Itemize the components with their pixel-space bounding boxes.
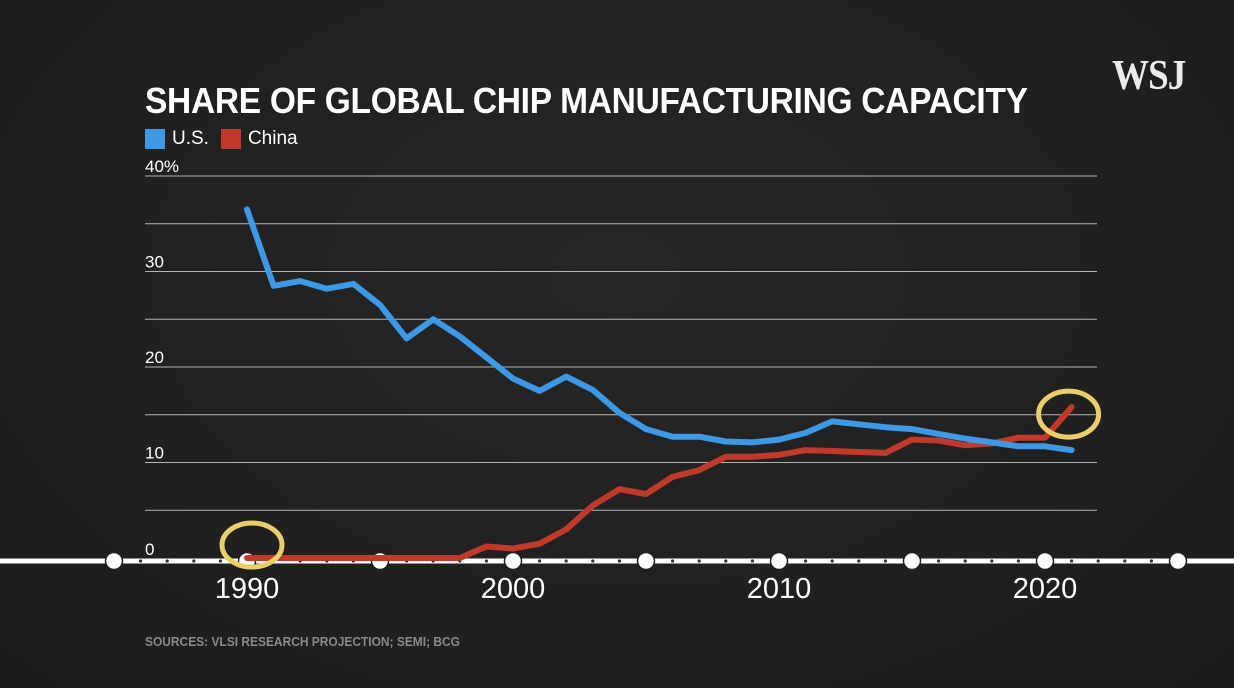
x-axis-minor-dot (139, 559, 143, 563)
grid-lines (145, 175, 1097, 511)
highlight-circles (219, 388, 1102, 570)
x-axis-minor-dot (1016, 559, 1021, 563)
x-axis-minor-dot (990, 559, 994, 563)
legend-swatch-us (145, 129, 165, 149)
x-axis-minor-dot (671, 559, 675, 563)
x-axis-minor-dot (830, 559, 834, 563)
legend-item-us: U.S. (145, 128, 209, 150)
x-tick-label: 2000 (481, 573, 546, 605)
x-axis-minor-dot (218, 559, 222, 563)
chart-title: SHARE OF GLOBAL CHIP MANUFACTURING CAPAC… (145, 80, 1028, 121)
x-axis-timeline (0, 551, 1234, 571)
wsj-logo: WSJ (1112, 53, 1186, 99)
legend-label-china: China (247, 128, 298, 149)
legend-swatch-china (220, 129, 241, 149)
x-axis-minor-dot (1070, 559, 1074, 563)
x-tick-label: 2010 (747, 573, 812, 605)
x-axis-minor-dot (857, 559, 861, 563)
x-tick-label: 2020 (1013, 573, 1078, 605)
y-tick-label: 0 (145, 540, 154, 559)
chart-legend: U.S. China (145, 128, 310, 150)
x-axis-minor-dot (1149, 559, 1153, 563)
x-axis-minor-dot (591, 559, 595, 563)
x-axis-major-dot (1035, 551, 1055, 571)
series-line-us (244, 206, 1075, 454)
legend-item-china: China (220, 128, 298, 150)
x-axis-minor-dot (192, 559, 196, 563)
x-axis-minor-dot (1123, 559, 1127, 563)
y-tick-label: 40% (145, 157, 179, 176)
x-axis-major-dot (636, 551, 656, 571)
series-line-china (244, 404, 1075, 561)
x-axis-minor-dot (697, 559, 701, 563)
x-axis-minor-dot (617, 559, 622, 563)
x-axis-major-dot (503, 551, 523, 571)
x-axis-minor-dot (750, 559, 755, 563)
y-axis-ticks: 0 10 20 30 40% (145, 157, 179, 559)
x-axis-minor-dot (937, 559, 941, 563)
highlight-circle-2021 (1036, 388, 1102, 440)
x-axis-minor-dot (538, 559, 542, 563)
y-tick-label: 20 (145, 348, 164, 367)
x-axis-major-dot (902, 551, 922, 571)
x-tick-label: 1990 (215, 573, 280, 605)
x-axis-major-dot (1168, 551, 1188, 571)
source-note: SOURCES: VLSI RESEARCH PROJECTION; SEMI;… (145, 634, 460, 649)
y-tick-label: 10 (145, 444, 164, 463)
x-axis-minor-dot (165, 559, 169, 563)
legend-label-us: U.S. (172, 128, 209, 149)
x-axis-minor-dot (564, 559, 568, 563)
x-axis-minor-dot (1096, 559, 1100, 563)
y-tick-label: 30 (145, 253, 164, 272)
x-axis-major-dot (769, 551, 789, 571)
x-axis-major-dot (104, 551, 124, 571)
highlight-circle-1990 (219, 520, 285, 570)
series-lines (244, 206, 1075, 561)
x-axis-minor-dot (804, 559, 808, 563)
x-axis-minor-dot (883, 559, 888, 563)
x-axis-minor-dot (724, 559, 728, 563)
x-axis-ticks: 1990 2000 2010 2020 (215, 573, 1078, 605)
x-axis-minor-dot (963, 559, 967, 563)
x-axis-minor-dot (484, 559, 488, 563)
